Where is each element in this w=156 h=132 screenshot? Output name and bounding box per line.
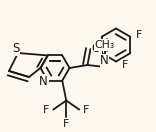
Text: N: N bbox=[39, 75, 48, 88]
Text: F: F bbox=[136, 30, 142, 40]
Text: O: O bbox=[92, 43, 101, 55]
Text: F: F bbox=[43, 105, 49, 115]
Text: F: F bbox=[83, 105, 89, 115]
Text: F: F bbox=[63, 119, 69, 129]
Text: N: N bbox=[100, 55, 109, 67]
Text: S: S bbox=[12, 43, 20, 55]
Text: F: F bbox=[122, 60, 128, 70]
Text: CH₃: CH₃ bbox=[94, 40, 115, 50]
